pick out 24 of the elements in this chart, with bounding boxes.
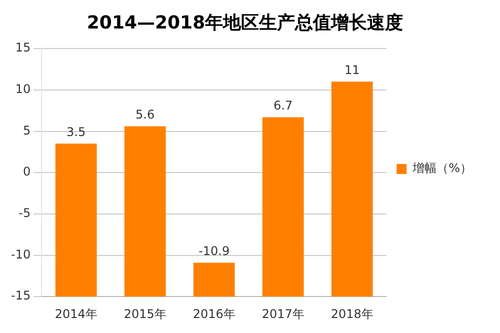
y-tick-label: 10 xyxy=(15,82,31,96)
x-tick-label: 2017年 xyxy=(262,306,304,321)
y-tick-label: -5 xyxy=(18,206,31,220)
bar xyxy=(193,262,235,297)
bar xyxy=(124,126,166,297)
bar xyxy=(262,117,304,297)
y-tick-label: 0 xyxy=(22,164,31,179)
x-tick-label: 2018年 xyxy=(330,306,374,321)
x-tick-label: 2016年 xyxy=(192,306,236,321)
data-label: 3.5 xyxy=(66,124,86,139)
data-label: 6.7 xyxy=(274,98,293,112)
x-tick-label: 2014年 xyxy=(54,306,98,321)
x-tick-label: 2015年 xyxy=(124,306,166,321)
y-tick-label: -15 xyxy=(10,288,31,303)
bar xyxy=(331,82,373,297)
y-tick-label: 5 xyxy=(22,123,31,138)
y-tick-label: -10 xyxy=(10,247,31,262)
data-label: 5.6 xyxy=(136,107,155,122)
data-label: 11 xyxy=(344,62,360,77)
data-label: -10.9 xyxy=(198,244,230,258)
bar xyxy=(55,144,97,297)
legend-label: 增幅（%） xyxy=(412,161,472,176)
y-tick-label: 15 xyxy=(15,40,31,55)
chart-title: 2014—2018年地区生产总值增长速度 xyxy=(86,12,404,34)
